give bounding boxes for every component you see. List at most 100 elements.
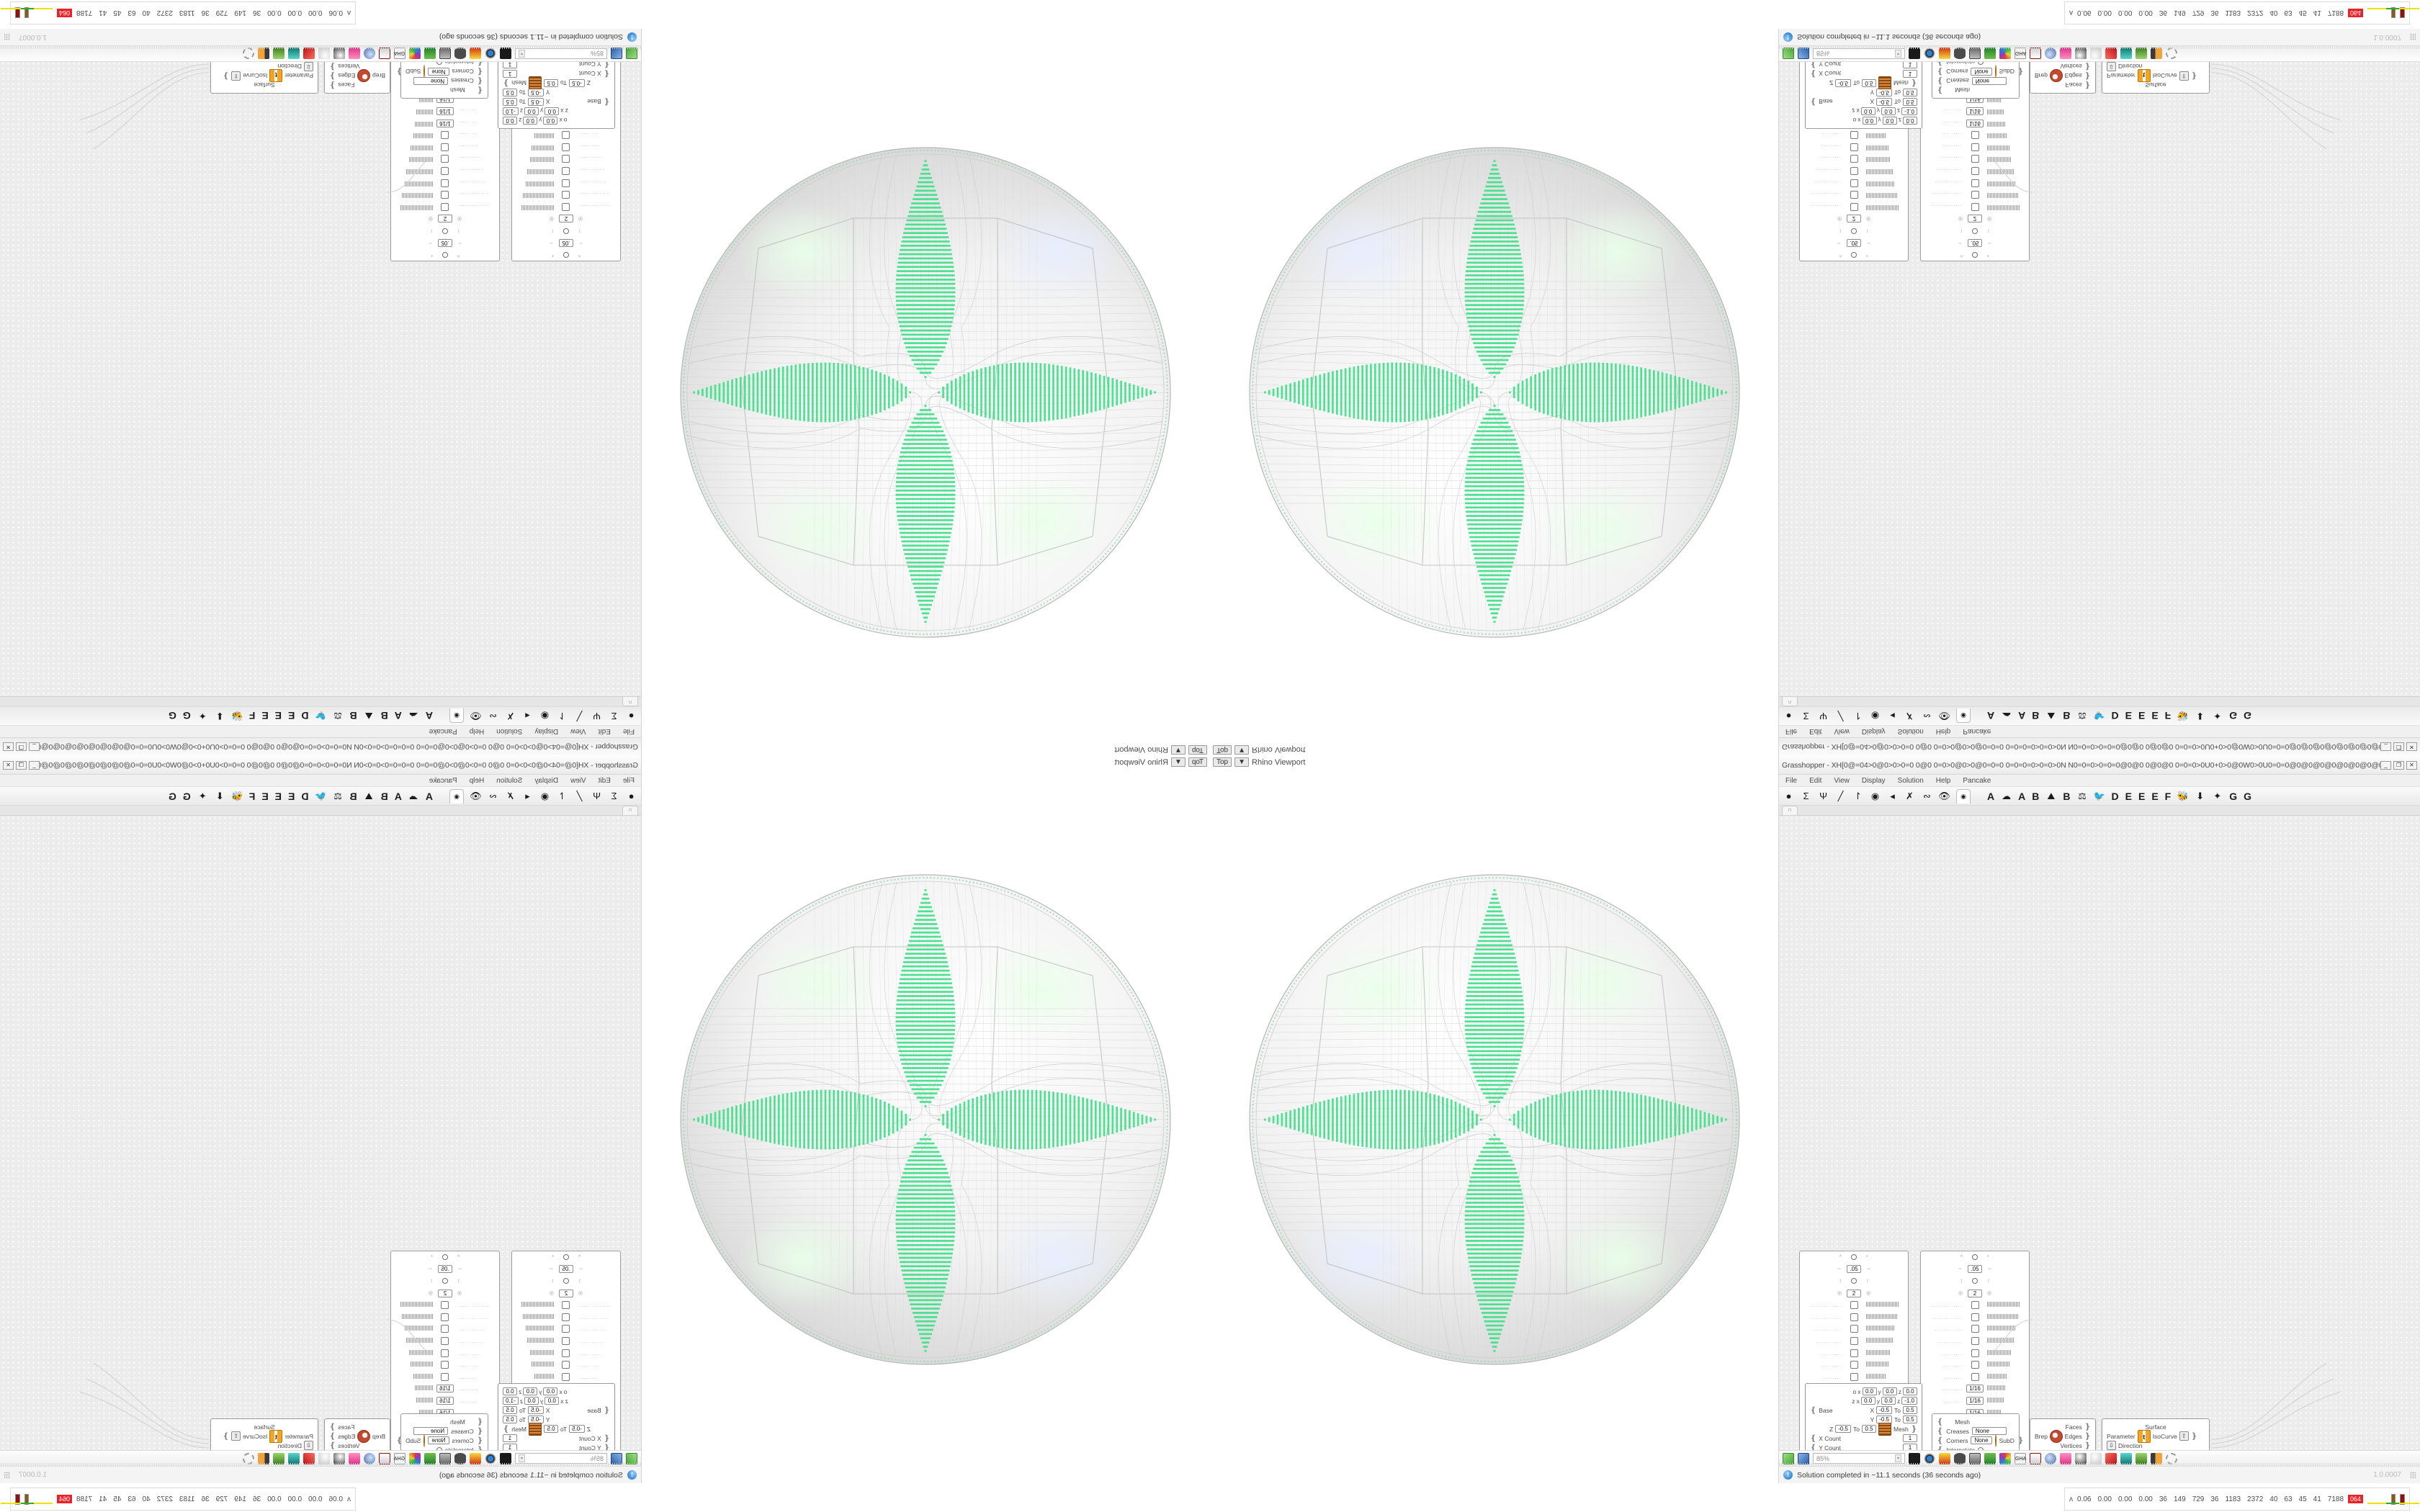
parameter-row[interactable]: .............. [1921, 201, 2029, 213]
parameter-row[interactable]: ........1/16 [1921, 1395, 2029, 1407]
parameter-row[interactable]: .............. [512, 1299, 620, 1311]
parameter-row[interactable]: ........ [391, 129, 499, 141]
param-checkbox[interactable] [1965, 191, 1985, 199]
params-icon[interactable]: ● [1785, 791, 1792, 801]
viewport-render-area[interactable] [1210, 756, 1779, 1483]
param-toggle-a[interactable] [1965, 1254, 1985, 1261]
param-toggle-b[interactable] [1965, 1278, 1985, 1284]
origin-z[interactable]: 0.0 [1903, 117, 1917, 125]
domain-y-to[interactable]: 0.5 [1903, 89, 1917, 96]
port-xcount-in[interactable]: ❴ [603, 69, 610, 78]
port-ycount-in[interactable]: ❴ [1810, 1444, 1817, 1450]
port-edges-out[interactable]: ❵ [329, 71, 336, 80]
parameter-row[interactable]: ......... [1921, 1359, 2029, 1371]
param-value-b[interactable]: 2 [556, 215, 576, 223]
ribbon-component-group[interactable]: A ☁ A B ⛰ B ⚖ 🐦 D E E E F 🐝 ⬇ ✦ G [1987, 791, 2251, 802]
param-checkbox[interactable] [435, 1372, 455, 1381]
parameter-row[interactable]: ↕ ↕ [512, 225, 620, 237]
dashed-circle-icon[interactable] [243, 48, 254, 60]
bird-icon[interactable]: 🐦 [2093, 791, 2106, 801]
grasshopper-titlebar[interactable]: Grasshopper - XH[0@=04>0@0>0>0=0 0@0 0=0… [1779, 737, 2420, 756]
param-checkbox[interactable] [1965, 143, 1985, 151]
grasshopper-canvas[interactable]: ^ * ⇔ .05 ⇔ ↕ ↕ ◎ 2 ◎............................… [1779, 62, 2420, 696]
parameter-row[interactable]: ......... [512, 141, 620, 153]
port-ycount-in[interactable]: ❴ [1810, 62, 1817, 68]
subd-node[interactable]: ❴ Mesh ❴ Creases None ❴ Corners None [396, 1413, 488, 1450]
menu-display[interactable]: Display [1861, 727, 1886, 736]
corners-value[interactable]: None [428, 1436, 449, 1444]
menu-help[interactable]: Help [1935, 776, 1951, 785]
param-toggle-a[interactable] [556, 1254, 576, 1261]
param-checkbox[interactable] [556, 202, 576, 211]
grasshopper-titlebar[interactable]: Grasshopper - XH[0@=04>0@0>0>0=0 0@0 0=0… [0, 756, 641, 775]
port-subd-mesh-in[interactable]: ❴ [1937, 86, 1944, 94]
teal-drop-icon[interactable] [288, 48, 300, 60]
resize-grip[interactable] [4, 1471, 10, 1479]
mesh-icon[interactable]: ◂ [525, 711, 530, 721]
parameter-row[interactable]: ........... [391, 165, 499, 177]
origin-z[interactable]: 0.0 [1903, 1387, 1917, 1395]
maximize-button[interactable]: ❐ [2393, 742, 2404, 752]
zaxis-x[interactable]: 0.0 [544, 1397, 560, 1405]
vector-icon[interactable]: ╱ [1837, 711, 1844, 721]
component-f[interactable]: F [248, 790, 256, 802]
window-buttons[interactable]: _ ❐ ✕ [2380, 760, 2417, 770]
parameter-row[interactable]: ........... [1800, 1335, 1908, 1347]
param-checkbox[interactable] [1965, 155, 1985, 163]
port-subd-mesh-in[interactable]: ❴ [1937, 1418, 1944, 1426]
mesh-preview-icon[interactable] [2075, 48, 2087, 60]
grasshopper-tabstrip[interactable]: ∩ [0, 696, 641, 706]
mountain-icon[interactable]: ⛰ [364, 711, 373, 721]
menu-view[interactable]: View [570, 727, 586, 736]
zoom-level-input[interactable]: 85% ▾ [1813, 48, 1905, 59]
port-corners-in[interactable]: ❴ [1937, 1436, 1944, 1445]
parameter-row[interactable]: ............ [1800, 177, 1908, 189]
component-f[interactable]: F [2164, 710, 2172, 722]
parameter-row[interactable]: ◎ 2 ◎ [1921, 1287, 2029, 1300]
param-value-b[interactable]: 2 [1965, 1289, 1985, 1297]
teal-drop-icon[interactable] [2120, 1452, 2132, 1464]
parameter-row[interactable]: ......... [1800, 1359, 1908, 1371]
port-isocurve-out[interactable]: ❵ [2190, 1432, 2197, 1441]
surface-icon[interactable]: ◉ [1870, 791, 1880, 801]
port-ycount-in[interactable]: ❴ [603, 62, 610, 68]
zoom-extents-icon[interactable] [1909, 48, 1920, 60]
menu-edit[interactable]: Edit [598, 727, 611, 736]
component-g1[interactable]: G [2229, 790, 2238, 802]
param-checkbox[interactable] [435, 1361, 455, 1369]
component-e2[interactable]: E [274, 710, 282, 722]
param-value-b[interactable]: 2 [1844, 1289, 1864, 1297]
param-fraction[interactable]: 1/16 [1965, 1396, 1985, 1405]
params-icon[interactable]: ● [628, 791, 635, 801]
menu-view[interactable]: View [1834, 776, 1850, 785]
param-value-a[interactable]: .05 [1965, 238, 1985, 247]
menu-help[interactable]: Help [469, 727, 485, 736]
menu-solution[interactable]: Solution [1897, 727, 1924, 736]
domain-z-to[interactable]: 0.5 [1861, 79, 1876, 87]
preview-eye-icon[interactable] [485, 48, 496, 60]
x-count-value[interactable]: 1 [503, 70, 517, 78]
flame-icon[interactable] [1939, 1452, 1950, 1464]
zoom-dropdown-caret[interactable]: ▾ [519, 1454, 525, 1462]
shaded-preview-icon[interactable] [2090, 48, 2102, 60]
port-base-in[interactable]: ❴ [603, 1406, 610, 1415]
creases-value[interactable]: None [1971, 77, 2007, 85]
rhino-viewport-panel[interactable]: Top ▼ Rhino Viewport [641, 29, 1210, 756]
ribbon-left-group[interactable]: ● Σ Ψ ╱ ↾ ◉ ◂ ✗ ∾ 👁 [1783, 711, 1950, 721]
open-file-icon[interactable] [1783, 48, 1794, 60]
domain-x-to[interactable]: 0.5 [1903, 1406, 1917, 1414]
port-interpolate-in[interactable]: ❴ [1937, 1446, 1944, 1450]
parameter-row[interactable]: ◎ 2 ◎ [512, 1287, 620, 1300]
parameter-row[interactable]: .........1/16 [391, 117, 499, 130]
parameter-row[interactable]: ↕ ↕ [1800, 1275, 1908, 1287]
parameter-row[interactable]: ......... [512, 1359, 620, 1371]
resize-grip[interactable] [2410, 1471, 2416, 1479]
deconstruct-brep-node[interactable]: Faces ❵ Brep Edges ❵ Vertices ❵ [2030, 62, 2096, 94]
domain-x-from[interactable]: -0.5 [1876, 1406, 1893, 1414]
pink-box-icon[interactable] [2060, 48, 2071, 60]
port-interpolate-in[interactable]: ❴ [1937, 62, 1944, 66]
sets-icon[interactable]: Ψ [1819, 711, 1827, 721]
param-checkbox[interactable] [435, 1301, 455, 1310]
parameter-row[interactable]: ......... [1800, 141, 1908, 153]
parameter-row[interactable]: ↕ ↕ [1800, 225, 1908, 237]
